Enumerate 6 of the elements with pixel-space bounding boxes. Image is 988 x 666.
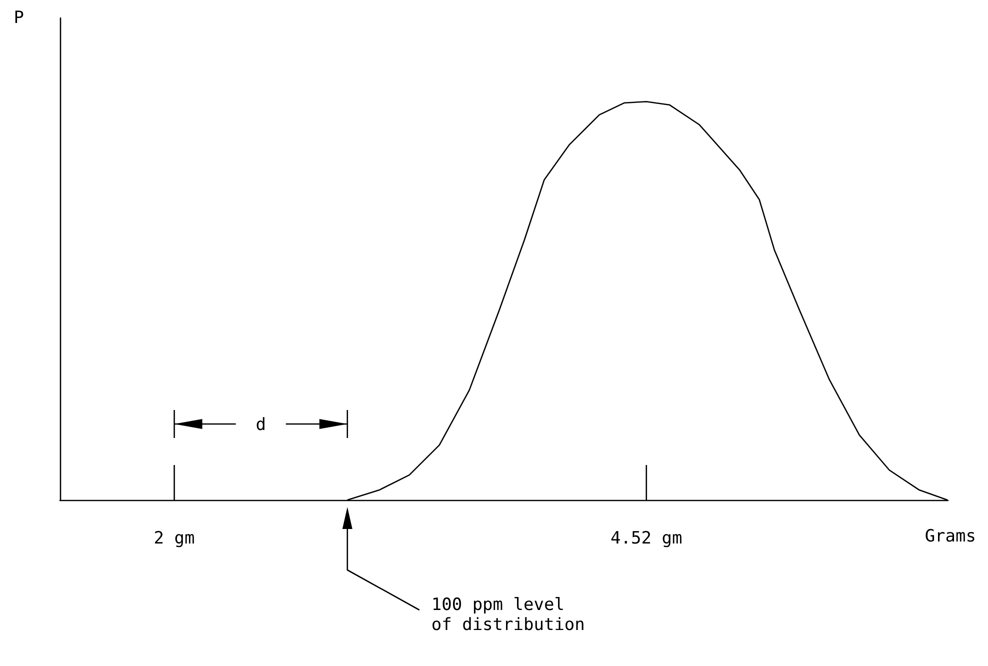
x-tick-label: 2 gm — [154, 528, 195, 548]
y-axis-title: P — [14, 8, 24, 28]
annotation: d — [256, 415, 266, 435]
x-tick-label: 4.52 gm — [610, 528, 682, 548]
x-axis-title: Grams — [924, 526, 976, 546]
text: 100 ppm level of distribution — [431, 595, 585, 635]
